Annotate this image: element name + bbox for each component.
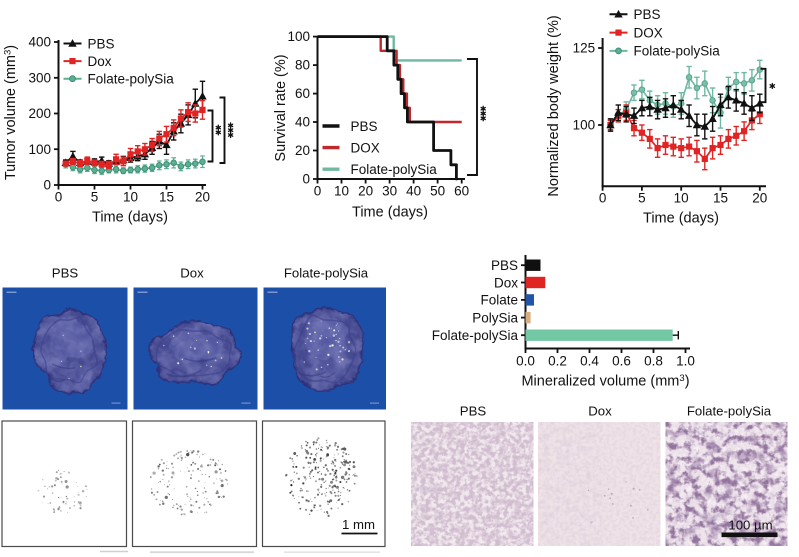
- svg-text:DOX: DOX: [634, 25, 663, 40]
- svg-text:Time (days): Time (days): [352, 205, 428, 221]
- svg-text:200: 200: [28, 106, 51, 121]
- svg-text:5: 5: [91, 190, 99, 205]
- svg-text:80: 80: [295, 58, 310, 73]
- svg-text:100 µm: 100 µm: [728, 518, 772, 533]
- svg-text:400: 400: [28, 35, 51, 50]
- svg-text:0: 0: [314, 184, 322, 199]
- svg-text:Survival rate (%): Survival rate (%): [273, 54, 289, 161]
- svg-text:125: 125: [573, 41, 596, 56]
- svg-text:Folate-polySia: Folate-polySia: [687, 404, 772, 419]
- svg-text:Folate-polySia: Folate-polySia: [351, 162, 438, 177]
- svg-text:100: 100: [28, 142, 51, 157]
- svg-text:Tumor volume (mm3): Tumor volume (mm3): [3, 45, 20, 180]
- svg-text:20: 20: [358, 184, 373, 199]
- svg-text:20: 20: [195, 190, 210, 205]
- svg-text:Dox: Dox: [494, 275, 518, 290]
- svg-text:0: 0: [55, 190, 63, 205]
- svg-text:300: 300: [28, 70, 51, 85]
- svg-text:Dox: Dox: [180, 266, 204, 281]
- svg-text:Dox: Dox: [88, 54, 112, 69]
- svg-text:0.0: 0.0: [516, 354, 535, 369]
- svg-text:Mineralized volume (mm3): Mineralized volume (mm3): [521, 373, 689, 390]
- svg-text:0.2: 0.2: [548, 354, 567, 369]
- svg-text:10: 10: [674, 191, 689, 206]
- svg-text:0.8: 0.8: [644, 354, 663, 369]
- svg-text:40: 40: [295, 115, 310, 130]
- svg-text:60: 60: [295, 86, 310, 101]
- svg-text:1 mm: 1 mm: [342, 517, 375, 532]
- svg-text:Folate-polySia: Folate-polySia: [284, 266, 369, 281]
- svg-text:100: 100: [573, 118, 596, 133]
- svg-text:30: 30: [382, 184, 397, 199]
- svg-text:20: 20: [752, 191, 767, 206]
- svg-text:Normalized body weight (%): Normalized body weight (%): [546, 15, 562, 196]
- svg-text:PBS: PBS: [88, 36, 115, 51]
- svg-text:PBS: PBS: [52, 266, 79, 281]
- svg-text:5: 5: [638, 191, 646, 206]
- svg-text:0: 0: [599, 191, 607, 206]
- svg-text:Folate: Folate: [480, 293, 518, 308]
- svg-text:Folate-polySia: Folate-polySia: [432, 328, 519, 343]
- svg-text:PBS: PBS: [634, 7, 661, 22]
- svg-text:PBS: PBS: [351, 119, 378, 134]
- svg-text:60: 60: [454, 184, 469, 199]
- svg-text:15: 15: [159, 190, 174, 205]
- svg-text:20: 20: [295, 143, 310, 158]
- svg-text:Folate-polySia: Folate-polySia: [634, 44, 721, 59]
- svg-text:15: 15: [713, 191, 728, 206]
- svg-text:Dox: Dox: [588, 404, 612, 419]
- svg-text:PBS: PBS: [491, 258, 518, 273]
- svg-text:DOX: DOX: [351, 140, 380, 155]
- svg-text:10: 10: [334, 184, 349, 199]
- svg-text:0: 0: [43, 178, 51, 193]
- svg-text:10: 10: [123, 190, 138, 205]
- svg-text:1.0: 1.0: [676, 354, 695, 369]
- svg-text:Folate-polySia: Folate-polySia: [88, 72, 175, 87]
- svg-text:0: 0: [302, 172, 310, 187]
- svg-text:Time (days): Time (days): [643, 211, 719, 227]
- svg-text:PolySia: PolySia: [472, 310, 518, 325]
- svg-text:50: 50: [430, 184, 445, 199]
- svg-text:PBS: PBS: [460, 404, 487, 419]
- svg-text:100: 100: [287, 29, 310, 44]
- svg-text:0.6: 0.6: [612, 354, 631, 369]
- svg-text:40: 40: [406, 184, 421, 199]
- svg-text:0.4: 0.4: [580, 354, 599, 369]
- svg-text:Time (days): Time (days): [92, 210, 168, 226]
